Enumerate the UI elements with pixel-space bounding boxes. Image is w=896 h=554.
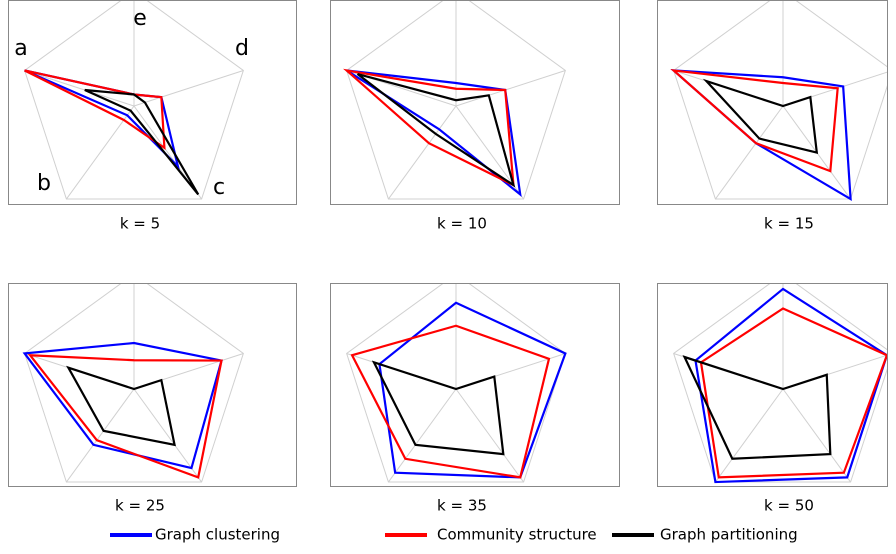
panel-title: k = 15: [764, 215, 814, 233]
panel-frame: [657, 283, 888, 487]
outer-ring: [346, 0, 566, 200]
spoke: [715, 388, 784, 483]
panel-frame: [657, 0, 888, 205]
outer-ring: [24, 0, 244, 200]
panel-title: k = 10: [437, 215, 487, 233]
radar-panel: [22, 283, 244, 483]
series-polygon: [24, 69, 166, 151]
legend-label: Community structure: [437, 526, 597, 544]
radar-panel: [24, 0, 244, 200]
series-polygon: [371, 360, 505, 456]
spoke: [66, 105, 135, 200]
series-polygon: [343, 68, 515, 187]
spoke: [66, 388, 135, 483]
radar-panel: [343, 0, 566, 200]
spoke: [715, 105, 784, 200]
panel-title: k = 25: [115, 497, 165, 515]
series-polygon: [84, 88, 200, 196]
spoke: [133, 388, 202, 483]
spoke: [133, 69, 244, 107]
series-polygon: [670, 68, 839, 173]
series-polygon: [346, 69, 522, 197]
spoke: [388, 105, 457, 200]
legend-label: Graph clustering: [155, 526, 280, 544]
outer-ring: [673, 0, 888, 200]
series-polygon: [66, 365, 176, 447]
series-polygon: [350, 324, 551, 479]
axis-label: c: [213, 175, 225, 200]
radar-panel: [346, 283, 567, 483]
outer-ring: [24, 283, 244, 483]
series-polygon: [356, 72, 516, 188]
panel-frame: [8, 283, 297, 487]
panel-title: k = 50: [764, 497, 814, 515]
panel-frame: [8, 0, 297, 205]
series-polygon: [682, 355, 832, 460]
legend-label: Graph partitioning: [660, 526, 798, 544]
outer-ring: [673, 283, 888, 483]
spoke: [388, 388, 457, 483]
series-polygon: [27, 354, 223, 479]
radar-panel: [673, 283, 888, 484]
spoke: [455, 388, 524, 483]
series-polygon: [22, 341, 223, 470]
series-polygon: [694, 287, 888, 484]
axis-label: d: [235, 36, 249, 61]
panel-frame: [330, 283, 620, 487]
series-polygon: [702, 78, 819, 154]
panel-title: k = 35: [437, 497, 487, 515]
panel-title: k = 5: [120, 215, 160, 233]
axis-label: a: [14, 36, 27, 61]
series-polygon: [378, 301, 567, 479]
panel-frame: [330, 0, 620, 205]
spoke: [24, 69, 135, 107]
outer-ring: [346, 283, 566, 483]
series-polygon: [699, 307, 888, 479]
spoke: [782, 388, 851, 483]
axis-label: b: [37, 171, 51, 196]
radar-panel: [670, 0, 888, 202]
axis-label: e: [133, 6, 147, 31]
spoke: [455, 69, 566, 107]
